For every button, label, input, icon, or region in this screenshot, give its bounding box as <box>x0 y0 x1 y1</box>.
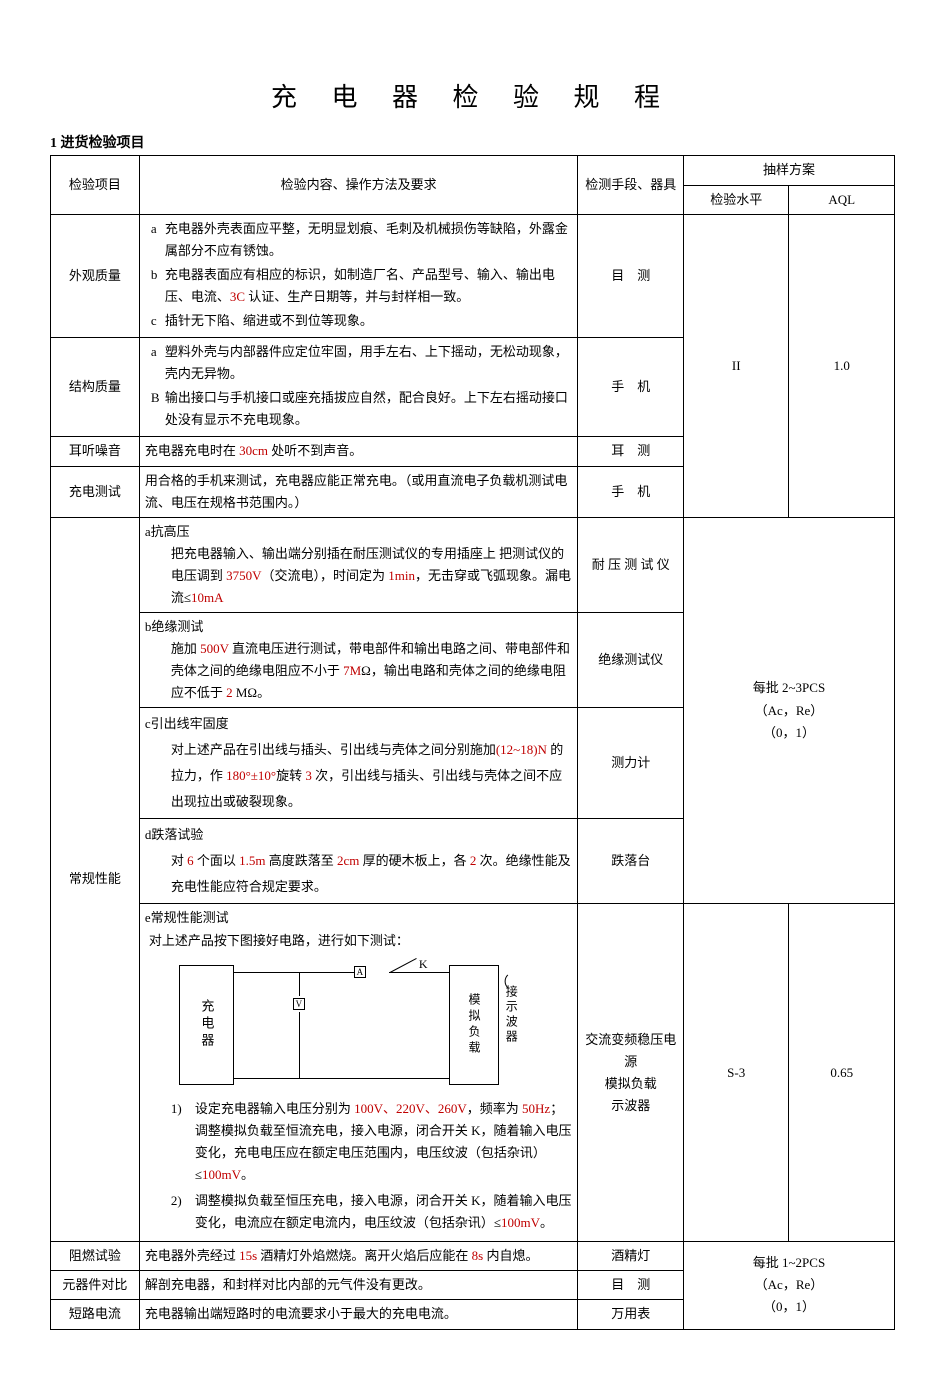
perf-b-tool: 绝缘测试仪 <box>578 613 683 708</box>
perf-e-aql: 0.65 <box>789 904 895 1242</box>
oscilloscope-label: 接示波器 <box>501 985 521 1045</box>
row-charge-name: 充电测试 <box>51 466 140 517</box>
row-short-content: 充电器输出端短路时的电流要求小于最大的充电电流。 <box>139 1300 578 1329</box>
perf-e: e常规性能测试 对上述产品按下图接好电路，进行如下测试： 充电器 模拟负载 （ … <box>139 904 578 1242</box>
inspection-table: 检验项目 检验内容、操作方法及要求 检测手段、器具 抽样方案 检验水平 AQL … <box>50 155 895 1329</box>
row-component-tool: 目 测 <box>578 1271 683 1300</box>
sampling-aql-1: 1.0 <box>789 214 895 517</box>
row-perf-name: 常规性能 <box>51 517 140 1242</box>
switch-k-label: K <box>419 954 428 974</box>
voltmeter-symbol: V <box>293 998 305 1010</box>
sampling-flame: 每批 1~2PCS （Ac，Re） （0，1） <box>683 1242 894 1329</box>
perf-c: c引出线牢固度 对上述产品在引出线与插头、引出线与壳体之间分别施加(12~18)… <box>139 708 578 819</box>
perf-a: a抗高压 把充电器输入、输出端分别插在耐压测试仪的专用插座上 把测试仪的电压调到… <box>139 517 578 612</box>
hdr-aql: AQL <box>789 185 895 214</box>
row-flame-name: 阻燃试验 <box>51 1242 140 1271</box>
circuit-diagram: 充电器 模拟负载 （ 接示波器 A K <box>169 960 573 1090</box>
row-flame-content: 充电器外壳经过 15s 酒精灯外焰燃烧。离开火焰后应能在 8s 内自熄。 <box>139 1242 578 1271</box>
row-appearance-name: 外观质量 <box>51 214 140 337</box>
row-noise-content: 充电器充电时在 30cm 处听不到声音。 <box>139 437 578 466</box>
hdr-item: 检验项目 <box>51 156 140 214</box>
row-short-tool: 万用表 <box>578 1300 683 1329</box>
hdr-level: 检验水平 <box>683 185 788 214</box>
load-box: 模拟负载 <box>449 965 499 1085</box>
perf-c-tool: 测力计 <box>578 708 683 819</box>
row-flame-tool: 酒精灯 <box>578 1242 683 1271</box>
row-charge-content: 用合格的手机来测试，充电器应能正常充电。（或用直流电子负载机测试电流、电压在规格… <box>139 466 578 517</box>
perf-d: d跌落试验 对 6 个面以 1.5m 高度跌落至 2cm 厚的硬木板上，各 2 … <box>139 819 578 904</box>
hdr-tool: 检测手段、器具 <box>578 156 683 214</box>
row-component-content: 解剖充电器，和封样对比内部的元气件没有更改。 <box>139 1271 578 1300</box>
row-structure-content: a塑料外壳与内部器件应定位牢固，用手左右、上下摇动，无松动现象，壳内无异物。 B… <box>139 338 578 437</box>
hdr-content: 检验内容、操作方法及要求 <box>139 156 578 214</box>
perf-e-tool: 交流变频稳压电源 模拟负载 示波器 <box>578 904 683 1242</box>
ammeter-symbol: A <box>354 966 366 978</box>
section-heading: 1 进货检验项目 <box>50 132 895 152</box>
perf-a-tool: 耐 压 测 试 仪 <box>578 517 683 612</box>
row-structure-name: 结构质量 <box>51 338 140 437</box>
sampling-2-3: 每批 2~3PCS （Ac，Re） （0，1） <box>683 517 894 904</box>
hdr-plan: 抽样方案 <box>683 156 894 185</box>
perf-d-tool: 跌落台 <box>578 819 683 904</box>
row-noise-tool: 耳 测 <box>578 437 683 466</box>
perf-b: b绝缘测试 施加 500V 直流电压进行测试，带电部件和输出电路之间、带电部件和… <box>139 613 578 708</box>
row-appearance-content: a充电器外壳表面应平整，无明显划痕、毛刺及机械损伤等缺陷，外露金属部分不应有锈蚀… <box>139 214 578 337</box>
charger-box: 充电器 <box>179 965 234 1085</box>
row-noise-name: 耳听噪音 <box>51 437 140 466</box>
sampling-level-1: II <box>683 214 788 517</box>
row-structure-tool: 手 机 <box>578 338 683 437</box>
page-title: 充 电 器 检 验 规 程 <box>50 77 895 114</box>
perf-e-level: S-3 <box>683 904 788 1242</box>
row-appearance-tool: 目 测 <box>578 214 683 337</box>
row-charge-tool: 手 机 <box>578 466 683 517</box>
row-short-name: 短路电流 <box>51 1300 140 1329</box>
row-component-name: 元器件对比 <box>51 1271 140 1300</box>
